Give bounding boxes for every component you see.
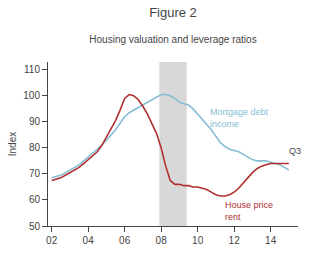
svg-text:08: 08 (156, 235, 168, 246)
svg-text:110: 110 (24, 64, 40, 75)
svg-text:Housing valuation and leverage: Housing valuation and leverage ratios (89, 34, 256, 45)
svg-text:04: 04 (83, 235, 95, 246)
svg-text:02: 02 (46, 235, 58, 246)
svg-text:Figure 2: Figure 2 (149, 5, 197, 20)
svg-text:12: 12 (229, 235, 241, 246)
svg-text:Mortgage debtincome: Mortgage debtincome (210, 107, 269, 129)
svg-text:90: 90 (29, 116, 41, 127)
svg-text:10: 10 (192, 235, 204, 246)
svg-text:50: 50 (29, 221, 41, 232)
svg-text:100: 100 (23, 90, 40, 101)
svg-text:House pricerent: House pricerent (225, 200, 273, 222)
svg-text:70: 70 (29, 168, 41, 179)
svg-text:Q3: Q3 (289, 146, 301, 156)
svg-text:06: 06 (119, 235, 131, 246)
svg-text:80: 80 (29, 142, 41, 153)
svg-text:14: 14 (265, 235, 277, 246)
svg-text:60: 60 (29, 194, 41, 205)
svg-text:Index: Index (7, 132, 18, 156)
